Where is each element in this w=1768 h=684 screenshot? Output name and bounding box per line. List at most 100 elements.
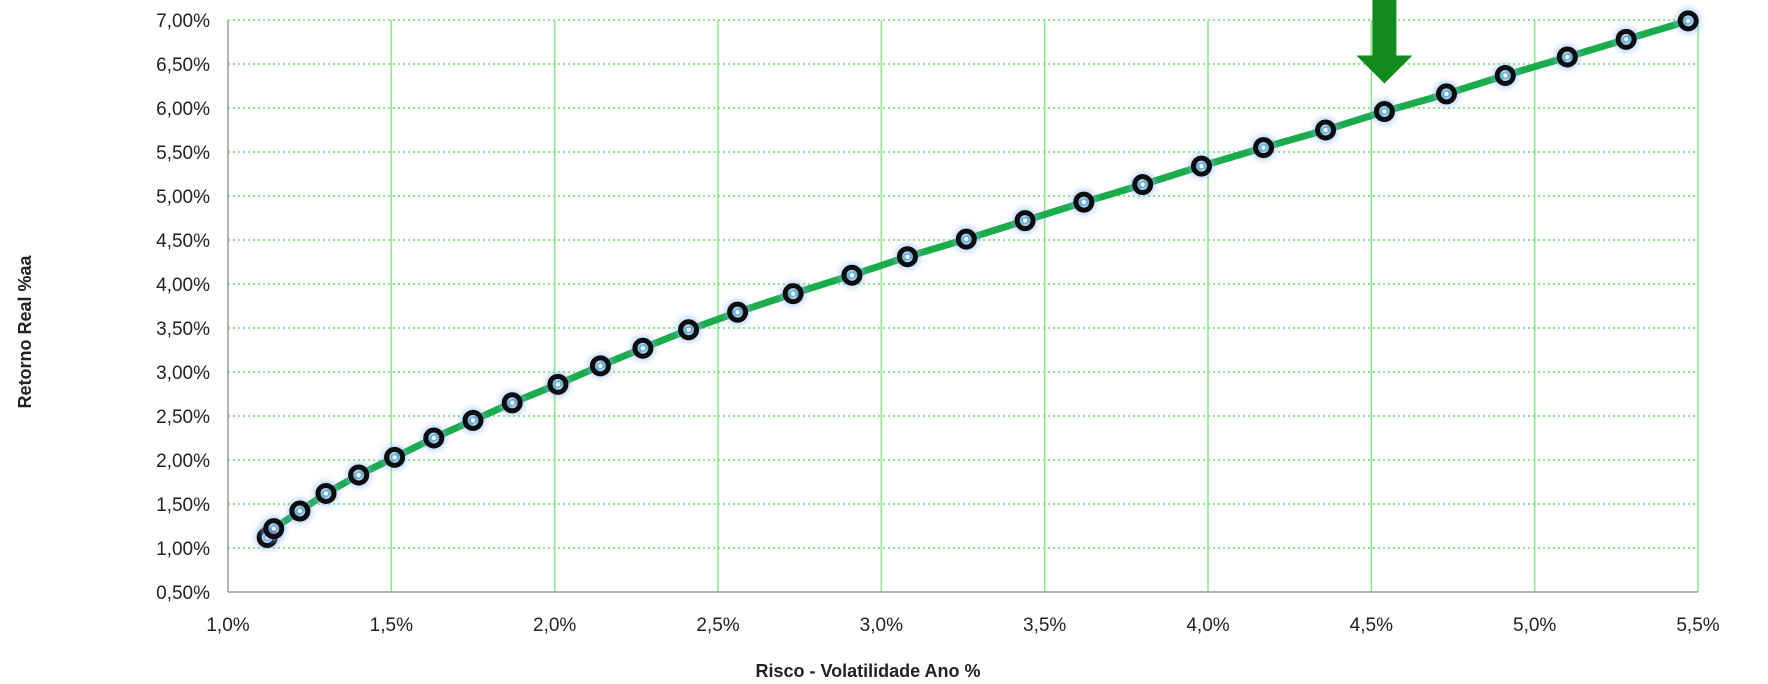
data-point-center bbox=[1686, 18, 1691, 23]
data-point-center bbox=[471, 418, 475, 423]
data-point bbox=[630, 336, 655, 361]
y-tick-label: 2,50% bbox=[156, 407, 210, 428]
data-point-center bbox=[356, 472, 361, 477]
data-point-marker bbox=[384, 446, 406, 468]
x-tick-label: 2,0% bbox=[533, 615, 576, 636]
axes bbox=[227, 20, 1698, 593]
data-point bbox=[1434, 81, 1459, 106]
data-point-center bbox=[640, 346, 645, 351]
data-point bbox=[725, 300, 750, 325]
data-point-marker bbox=[263, 518, 285, 540]
data-point-marker bbox=[896, 246, 918, 268]
y-tick-label: 5,00% bbox=[156, 187, 210, 208]
data-point bbox=[676, 317, 701, 342]
data-point-marker bbox=[315, 482, 337, 504]
data-point-center bbox=[1081, 200, 1086, 205]
data-point bbox=[1493, 63, 1518, 88]
y-tick-label: 5,50% bbox=[156, 143, 210, 164]
data-point-center bbox=[510, 400, 515, 405]
data-point-marker bbox=[1253, 137, 1275, 159]
data-point-center bbox=[1444, 91, 1449, 96]
y-tick-label: 1,50% bbox=[156, 495, 210, 516]
data-point-marker bbox=[1373, 101, 1395, 123]
x-tick-label: 5,5% bbox=[1676, 615, 1719, 636]
data-point bbox=[1614, 27, 1639, 52]
data-point-center bbox=[431, 436, 436, 440]
data-point-center bbox=[392, 455, 397, 460]
data-point bbox=[346, 462, 371, 487]
data-point-marker bbox=[727, 301, 749, 323]
data-point bbox=[461, 408, 485, 433]
x-tick-label: 4,0% bbox=[1186, 615, 1229, 636]
data-point bbox=[382, 445, 407, 470]
data-point-marker bbox=[547, 373, 569, 395]
y-tick-labels: 0,50% 1,00% 1,50% 2,00% 2,50% 3,00% 3,50% 4,00%… bbox=[156, 11, 210, 604]
y-tick-label: 4,00% bbox=[156, 275, 210, 296]
series-line bbox=[263, 17, 1692, 541]
data-point-marker bbox=[1494, 64, 1516, 86]
x-axis-title: Risco - Volatilidade Ano % bbox=[755, 661, 980, 681]
data-point-center bbox=[1199, 164, 1204, 169]
x-tick-label: 3,0% bbox=[860, 615, 903, 636]
y-tick-label: 3,50% bbox=[156, 319, 210, 340]
data-point-center bbox=[849, 273, 854, 278]
x-tick-label: 4,5% bbox=[1350, 615, 1393, 636]
x-tick-labels: 1,0% 1,5% 2,0% 2,5% 3,0% 3,5% 4,0% 4,5% 5,0% 5,5% bbox=[206, 615, 1719, 636]
data-point-marker bbox=[501, 392, 523, 414]
data-point bbox=[1071, 190, 1096, 215]
x-tick-label: 5,0% bbox=[1513, 615, 1556, 636]
data-point bbox=[545, 372, 570, 397]
data-point-center bbox=[905, 254, 910, 259]
data-point-marker bbox=[782, 283, 804, 305]
data-point bbox=[1013, 208, 1038, 233]
x-tick-label: 3,5% bbox=[1023, 615, 1066, 636]
y-tick-label: 7,00% bbox=[156, 11, 210, 32]
highlight-arrow bbox=[1356, 0, 1413, 84]
data-point-center bbox=[598, 363, 603, 368]
data-point bbox=[1189, 154, 1214, 179]
y-tick-label: 0,50% bbox=[156, 583, 210, 604]
data-point-center bbox=[791, 291, 796, 296]
data-point bbox=[1313, 118, 1338, 142]
data-point bbox=[261, 516, 286, 541]
data-point-marker bbox=[1132, 174, 1154, 196]
data-point-center bbox=[1023, 218, 1028, 223]
data-point bbox=[895, 244, 920, 269]
data-point-center bbox=[1140, 182, 1145, 187]
data-point-marker bbox=[1435, 83, 1457, 105]
data-point-marker bbox=[1014, 210, 1036, 232]
data-point-marker bbox=[348, 464, 370, 486]
data-point-center bbox=[964, 237, 969, 242]
data-point-center bbox=[271, 526, 276, 531]
data-point bbox=[1251, 135, 1276, 160]
data-point-marker bbox=[1556, 46, 1578, 68]
data-point-marker bbox=[1677, 10, 1699, 32]
data-point-marker bbox=[632, 337, 654, 359]
data-point-marker bbox=[1190, 155, 1212, 177]
y-tick-label: 6,50% bbox=[156, 55, 210, 76]
data-point-marker bbox=[1315, 119, 1337, 141]
data-point-marker bbox=[589, 355, 611, 377]
data-point bbox=[1555, 44, 1580, 69]
data-point bbox=[781, 281, 806, 306]
data-point-center bbox=[1624, 37, 1629, 42]
data-point bbox=[1130, 172, 1155, 197]
data-point-marker bbox=[462, 409, 484, 431]
data-point-marker bbox=[289, 500, 311, 522]
data-point bbox=[314, 481, 338, 506]
data-point-center bbox=[555, 382, 560, 387]
y-tick-label: 3,00% bbox=[156, 363, 210, 384]
annotations bbox=[1356, 0, 1413, 84]
data-point-marker bbox=[1073, 191, 1095, 213]
data-point-center bbox=[1323, 128, 1328, 132]
data-point bbox=[1676, 8, 1701, 33]
data-point bbox=[1372, 99, 1397, 124]
data-point-center bbox=[735, 310, 740, 315]
series-frontier bbox=[255, 8, 1701, 550]
x-tick-label: 2,5% bbox=[696, 615, 739, 636]
data-point bbox=[287, 499, 312, 524]
data-point-marker bbox=[678, 319, 700, 341]
data-point-center bbox=[1261, 145, 1266, 150]
data-point bbox=[588, 353, 613, 378]
